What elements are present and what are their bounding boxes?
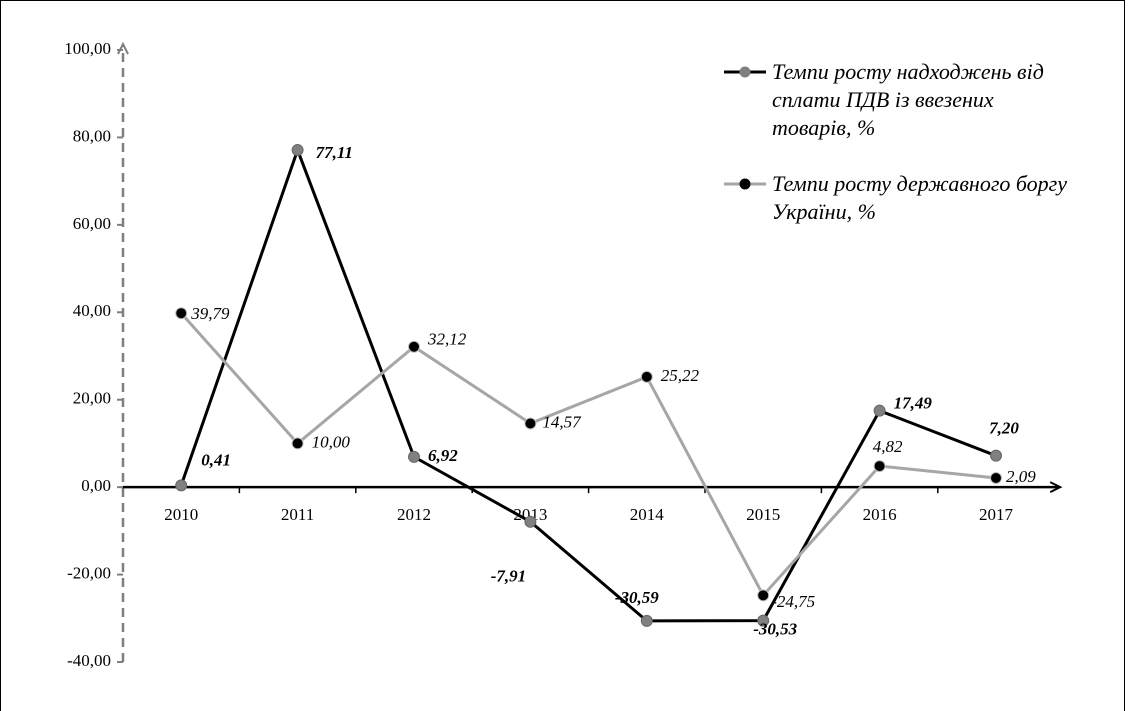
y-tick-label: 40,00 <box>73 301 111 320</box>
marker <box>408 450 420 463</box>
data-label: 17,49 <box>894 394 933 413</box>
data-label: 39,79 <box>190 304 230 323</box>
series-line <box>180 312 997 598</box>
data-label: 32,12 <box>427 330 467 349</box>
marker <box>524 417 537 430</box>
data-label: 4,82 <box>873 437 903 456</box>
data-label: -24,75 <box>771 592 815 611</box>
marker <box>175 307 188 320</box>
legend-marker <box>739 178 751 190</box>
marker <box>640 370 653 383</box>
data-label: 14,57 <box>542 412 582 431</box>
x-tick-label: 2013 <box>513 505 547 524</box>
data-label: -30,53 <box>753 620 797 639</box>
marker <box>640 614 653 627</box>
marker <box>873 460 886 473</box>
x-tick-label: 2014 <box>630 505 665 524</box>
y-tick-label: 60,00 <box>73 214 111 233</box>
y-tick-label: 0,00 <box>81 476 111 495</box>
data-label: 2,09 <box>1006 467 1036 486</box>
legend-label: Темпи росту державного боргу України, % <box>772 171 1068 224</box>
x-tick-label: 2015 <box>746 505 780 524</box>
data-label: -30,59 <box>615 588 659 607</box>
marker <box>873 404 886 417</box>
marker <box>757 614 770 627</box>
x-tick-label: 2017 <box>979 505 1014 524</box>
x-tick-label: 2012 <box>397 505 431 524</box>
data-label: 6,92 <box>428 446 458 465</box>
data-label: 77,11 <box>316 143 353 162</box>
data-label: 10,00 <box>312 432 351 451</box>
x-tick-label: 2016 <box>863 505 897 524</box>
legend-label: Темпи росту надходжень від сплати ПДВ із… <box>772 59 1044 140</box>
legend-marker <box>739 66 751 78</box>
y-tick-label: 20,00 <box>73 389 111 408</box>
marker <box>990 449 1002 462</box>
x-tick-label: 2011 <box>281 505 314 524</box>
y-tick-label: -20,00 <box>67 563 111 582</box>
series-line <box>179 145 997 623</box>
y-tick-label: 100,00 <box>64 39 111 58</box>
marker <box>291 437 304 450</box>
y-tick-label: -40,00 <box>67 651 111 670</box>
x-axis-arrow <box>1049 481 1063 494</box>
x-tick-label: 2010 <box>164 505 198 524</box>
marker <box>291 144 304 157</box>
data-label: 7,20 <box>989 419 1019 438</box>
data-label: -7,91 <box>491 567 526 586</box>
y-tick-label: 80,00 <box>73 126 111 145</box>
marker <box>524 515 537 528</box>
data-label: 0,41 <box>201 450 231 469</box>
marker <box>175 479 188 492</box>
marker <box>408 340 420 353</box>
marker <box>990 472 1002 485</box>
data-label: 25,22 <box>661 366 700 385</box>
marker <box>757 589 770 602</box>
